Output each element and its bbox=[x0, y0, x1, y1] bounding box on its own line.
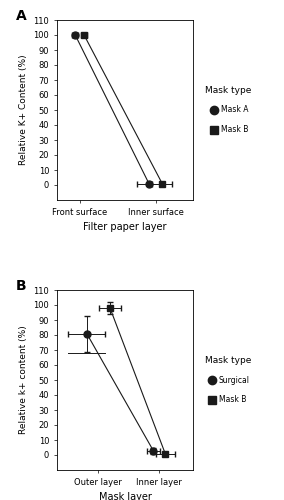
X-axis label: Mask layer: Mask layer bbox=[99, 492, 151, 500]
Y-axis label: Relative K+ Content (%): Relative K+ Content (%) bbox=[19, 54, 28, 166]
Text: B: B bbox=[16, 279, 26, 293]
Text: A: A bbox=[16, 9, 27, 23]
Legend: Mask A, Mask B: Mask A, Mask B bbox=[202, 82, 255, 137]
Legend: Surgical, Mask B: Surgical, Mask B bbox=[202, 353, 255, 408]
X-axis label: Filter paper layer: Filter paper layer bbox=[83, 222, 167, 232]
Y-axis label: Relative k+ content (%): Relative k+ content (%) bbox=[19, 326, 28, 434]
